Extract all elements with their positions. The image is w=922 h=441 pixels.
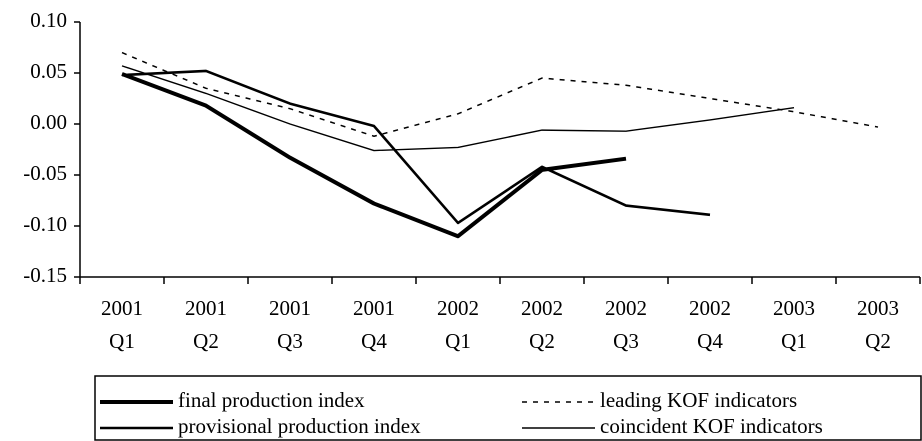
x-tick-label: 2003 Q1 [773,296,815,353]
series-line [121,72,627,239]
y-tick-label: 0.00 [30,110,67,134]
x-tick-label: 2002 Q3 [605,296,647,353]
series-line [121,65,795,152]
x-tick-label: 2002 Q4 [689,296,731,353]
y-tick-label: 0.10 [30,8,67,32]
y-tick-label: -0.10 [23,212,67,236]
x-tick-label: 2001 Q2 [185,296,227,353]
legend-box [94,375,922,441]
x-tick-label: 2001 Q3 [269,296,311,353]
y-tick-label: -0.05 [23,161,67,185]
legend-label: provisional production index [178,414,421,438]
x-tick-label: 2003 Q2 [857,296,899,353]
legend-label: coincident KOF indicators [600,414,823,438]
x-tick-label: 2002 Q1 [437,296,479,353]
x-tick-label: 2001 Q4 [353,296,395,353]
series-line [121,51,879,137]
series-line [121,69,711,225]
x-tick-label: 2002 Q2 [521,296,563,353]
legend-label: final production index [178,388,365,412]
legend-label: leading KOF indicators [600,388,797,412]
x-tick-label: 2001 Q1 [101,296,143,353]
y-tick-label: 0.05 [30,59,67,83]
y-tick-label: -0.15 [23,263,67,287]
